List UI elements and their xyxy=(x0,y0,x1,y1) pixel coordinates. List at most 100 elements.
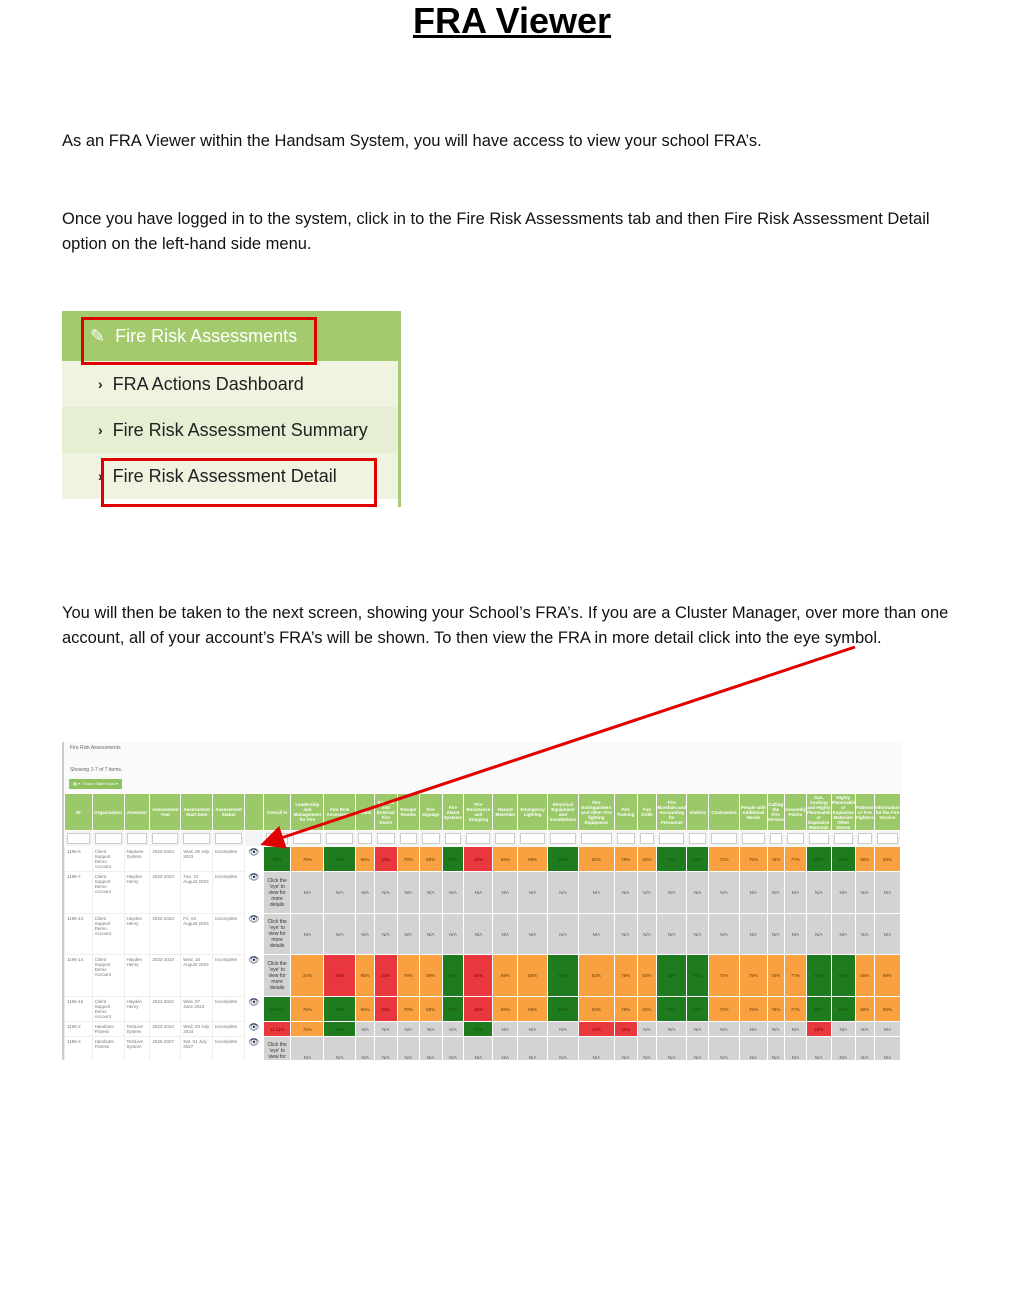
fra-table-screenshot: Fire Risk Assessments Showing 1-7 of 7 i… xyxy=(62,742,901,1060)
column-header[interactable] xyxy=(244,793,264,831)
column-filter[interactable] xyxy=(396,830,420,847)
column-header[interactable]: Assessment Start Date xyxy=(180,793,214,831)
score-cell: 83% xyxy=(463,1021,494,1037)
menu-fire-risk-assessments[interactable]: ✎ Fire Risk Assessments xyxy=(62,311,398,361)
column-header[interactable]: Assembly Points xyxy=(783,793,808,831)
column-filter[interactable] xyxy=(613,830,638,847)
score-cell: 72% xyxy=(708,996,740,1022)
score-cell: 58% xyxy=(517,846,549,872)
column-header[interactable]: Fire Alarm Systems xyxy=(441,793,465,831)
column-filter[interactable] xyxy=(290,830,325,847)
eye-icon[interactable]: 👁 xyxy=(244,1021,264,1037)
column-header[interactable]: Hazard Materials xyxy=(492,793,519,831)
column-header[interactable]: Overall % xyxy=(262,793,292,831)
eye-icon[interactable]: 👁 xyxy=(244,996,264,1022)
column-header[interactable]: Patients or Fire Fighters xyxy=(855,793,875,831)
score-cell: N/A xyxy=(396,913,420,955)
column-filter[interactable] xyxy=(517,830,549,847)
column-filter[interactable] xyxy=(830,830,857,847)
eye-icon[interactable]: 👁 xyxy=(244,871,264,914)
column-filter[interactable] xyxy=(418,830,443,847)
eye-icon[interactable]: 👁 xyxy=(244,1036,264,1060)
score-cell: N/A xyxy=(374,871,398,914)
score-cell: N/A xyxy=(323,871,357,914)
column-filter[interactable] xyxy=(64,830,93,847)
column-filter[interactable] xyxy=(656,830,688,847)
click-eye-hint: Click the 'eye' to view for more details xyxy=(262,871,292,914)
score-cell: 78% xyxy=(613,954,638,997)
column-header[interactable]: Fire Drills xyxy=(636,793,658,831)
score-cell: N/A xyxy=(517,1036,549,1060)
highlight-box xyxy=(101,458,377,507)
column-filter[interactable] xyxy=(686,830,710,847)
export-button[interactable]: ▦ ▾ Export Table Data ▾ xyxy=(69,779,123,789)
score-cell: N/A xyxy=(636,913,658,955)
table-row: 1196-3 Handsam Fitness TestLive System 2026… xyxy=(64,1036,901,1060)
column-filter[interactable] xyxy=(855,830,875,847)
column-filter[interactable] xyxy=(323,830,357,847)
column-filter[interactable] xyxy=(180,830,214,847)
chevron-right-icon: › xyxy=(98,422,103,438)
eye-icon[interactable]: 👁 xyxy=(244,954,264,997)
score-cell: 45% xyxy=(463,996,494,1022)
column-header[interactable]: Fire Extinguishers and Other Fire fighti… xyxy=(577,793,615,831)
column-header[interactable]: Fire Signage xyxy=(418,793,443,831)
column-header[interactable]: Leadership and Management for Fire xyxy=(290,793,325,831)
column-filter[interactable] xyxy=(547,830,579,847)
column-filter[interactable] xyxy=(262,830,292,847)
menu-item-fra-actions-dashboard[interactable]: › FRA Actions Dashboard xyxy=(62,361,398,407)
score-cell: N/A xyxy=(492,1021,519,1037)
column-filter[interactable] xyxy=(149,830,182,847)
column-header[interactable]: Organisation xyxy=(91,793,125,831)
column-filter[interactable] xyxy=(577,830,615,847)
column-header[interactable]: Emergency Lighting xyxy=(517,793,549,831)
score-cell: 83% xyxy=(656,846,688,872)
column-header[interactable]: Information for the Fire Service xyxy=(873,793,901,831)
score-cell: N/A xyxy=(463,1036,494,1060)
column-filter[interactable] xyxy=(806,830,832,847)
eye-icon[interactable]: 👁 xyxy=(244,846,264,872)
column-header[interactable]: Electrical Equipment and Installations xyxy=(547,793,579,831)
column-header[interactable]: Fire Resistance and Stopping xyxy=(463,793,494,831)
column-filter[interactable] xyxy=(441,830,465,847)
column-header[interactable]: Assessor xyxy=(123,793,151,831)
eye-icon[interactable]: 👁 xyxy=(244,913,264,955)
column-filter[interactable] xyxy=(738,830,768,847)
score-cell: 69% xyxy=(492,954,519,997)
column-header[interactable]: Assessment Status xyxy=(212,793,246,831)
column-header[interactable]: Assessment Year xyxy=(149,793,182,831)
column-filter[interactable] xyxy=(91,830,125,847)
column-header[interactable]: Alarm xyxy=(355,793,375,831)
column-header[interactable]: Contractors xyxy=(708,793,740,831)
column-header[interactable]: Calling the Fire Service xyxy=(766,793,785,831)
pencil-icon: ✎ xyxy=(90,325,106,346)
column-filter[interactable] xyxy=(766,830,785,847)
column-filter[interactable] xyxy=(355,830,375,847)
column-header[interactable]: Visitors xyxy=(686,793,710,831)
column-filter[interactable] xyxy=(212,830,246,847)
column-filter[interactable] xyxy=(492,830,519,847)
table-row: 1196-13 Client Support Demo Account Hayden… xyxy=(64,913,901,955)
column-header[interactable]: People with Additional Needs xyxy=(738,793,768,831)
column-filter[interactable] xyxy=(374,830,398,847)
overall-score: 11.11% xyxy=(262,1021,292,1037)
column-header[interactable]: Highly Flammable or Explosive Materials … xyxy=(830,793,857,831)
score-cell: 68% xyxy=(855,846,875,872)
column-filter[interactable] xyxy=(123,830,151,847)
column-header[interactable]: ID xyxy=(64,793,93,831)
column-filter[interactable] xyxy=(708,830,740,847)
column-header[interactable]: Internal and External Fire Doors xyxy=(374,793,398,831)
column-header[interactable]: Fire Risk Assessment xyxy=(323,793,357,831)
column-filter[interactable] xyxy=(463,830,494,847)
column-header[interactable]: Gas, Cooking and Highly Flammable or Exp… xyxy=(806,793,832,831)
menu-item-fra-summary[interactable]: › Fire Risk Assessment Summary xyxy=(62,407,398,453)
column-filter[interactable] xyxy=(636,830,658,847)
cell-id: 1196-6 xyxy=(64,846,93,872)
column-filter[interactable] xyxy=(783,830,808,847)
score-cell: 72% xyxy=(708,954,740,997)
column-header[interactable]: Escape Routes xyxy=(396,793,420,831)
score-cell: 78% xyxy=(613,996,638,1022)
column-filter[interactable] xyxy=(873,830,901,847)
column-header[interactable]: Fire Marshals and Accounting for Personn… xyxy=(656,793,688,831)
column-header[interactable]: Fire Training xyxy=(613,793,638,831)
